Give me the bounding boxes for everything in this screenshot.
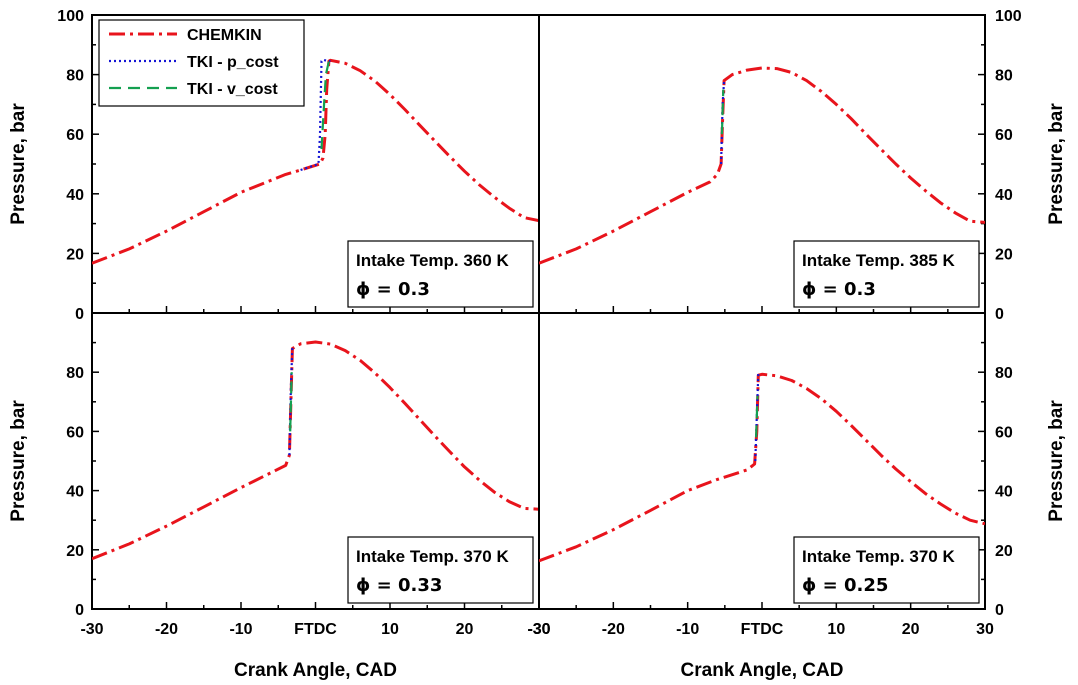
x-tick-label: 10 [827,621,845,638]
series-line-tki-v-cost [320,60,330,150]
y-tick-label: 0 [75,306,84,323]
legend-label: TKI - v_cost [187,81,278,98]
x-tick-label: -10 [676,621,699,638]
x-tick-label: 20 [902,621,920,638]
y-axis-title: Pressure, bar [8,400,29,522]
series-group [539,66,985,265]
y-tick-label: 40 [66,484,84,501]
legend-box [98,19,305,107]
annotation-intake-temp: Intake Temp. 370 K [356,547,509,566]
series-line-tki-v-cost [720,89,725,135]
y-tick-label: 40 [995,187,1013,204]
series-line-chemkin [539,372,985,563]
panel-top-right: 0 20 40 60 80 100 Pressure, bar Intake Temp. 38… [538,8,1067,323]
x-tick-label: -30 [527,621,550,638]
series-group [539,372,985,563]
series-line-tki-v-cost [755,395,759,438]
x-axis-title: Crank Angle, CAD [681,660,844,681]
annotation-phi: ϕ = 0.33 [356,575,442,596]
series-group [92,340,539,561]
series-line-tki-p-cost [720,80,726,165]
y-tick-label: 0 [995,306,1004,323]
series-group [92,58,539,265]
annotation-phi: ϕ = 0.25 [802,575,888,596]
x-axis-title: Crank Angle, CAD [234,660,397,681]
y-tick-label: 20 [995,246,1013,263]
y-tick-label: 80 [995,68,1013,85]
y-axis-title: Pressure, bar [1046,103,1067,225]
legend-label: TKI - p_cost [187,54,279,71]
series-line-tki-p-cost [288,345,294,456]
panel-top-left: 0 20 40 60 80 100 Pressure, bar Intake Temp. 36… [8,8,540,323]
x-tick-label: 30 [976,621,994,638]
annotation-intake-temp: Intake Temp. 385 K [802,251,955,270]
series-line-tki-v-cost [289,372,293,432]
series-line-chemkin [92,58,539,265]
y-tick-label: 0 [995,602,1004,619]
y-tick-label: 60 [995,424,1013,441]
x-tick-label: -20 [155,621,178,638]
x-tick-label: -20 [602,621,625,638]
y-tick-label: 80 [995,365,1013,382]
y-tick-label: 60 [995,127,1013,144]
y-tick-label: 80 [66,68,84,85]
x-tick-label: 20 [456,621,474,638]
y-tick-label: 60 [66,424,84,441]
y-tick-label: 80 [66,365,84,382]
legend-label: CHEMKIN [187,27,262,44]
annotation-intake-temp: Intake Temp. 370 K [802,547,955,566]
y-tick-label: 0 [75,602,84,619]
x-tick-label: -10 [229,621,252,638]
y-axis-title: Pressure, bar [8,103,29,225]
x-tick-label: FTDC [294,621,337,638]
x-tick-label: 10 [381,621,399,638]
annotation-intake-temp: Intake Temp. 360 K [356,251,509,270]
series-line-chemkin [539,66,985,265]
annotation-phi: ϕ = 0.3 [356,279,430,300]
annotation-box [793,536,980,604]
y-tick-label: 20 [66,543,84,560]
y-tick-label: 20 [66,246,84,263]
annotation-box [347,536,534,604]
y-axis-title: Pressure, bar [1046,400,1067,522]
annotation-box [793,240,980,308]
panel-bottom-left: 0 20 40 60 80 -30 -20 -10 FTDC 10 20 -30 Pressure, b… [8,312,551,681]
annotation-box [347,240,534,308]
x-tick-label: FTDC [741,621,784,638]
y-tick-label: 20 [995,543,1013,560]
y-tick-label: 40 [995,484,1013,501]
y-tick-label: 100 [995,8,1022,25]
x-tick-label: -30 [80,621,103,638]
annotation-phi: ϕ = 0.3 [802,279,876,300]
x-tick-label: -30 [527,621,550,638]
panel-bottom-right: 0 20 40 60 80 -30 -20 -10 FTDC 10 20 30 Pressure, ba… [527,312,1067,681]
series-line-chemkin [92,340,539,561]
y-tick-label: 40 [66,187,84,204]
y-tick-label: 100 [57,8,84,25]
y-tick-label: 60 [66,127,84,144]
